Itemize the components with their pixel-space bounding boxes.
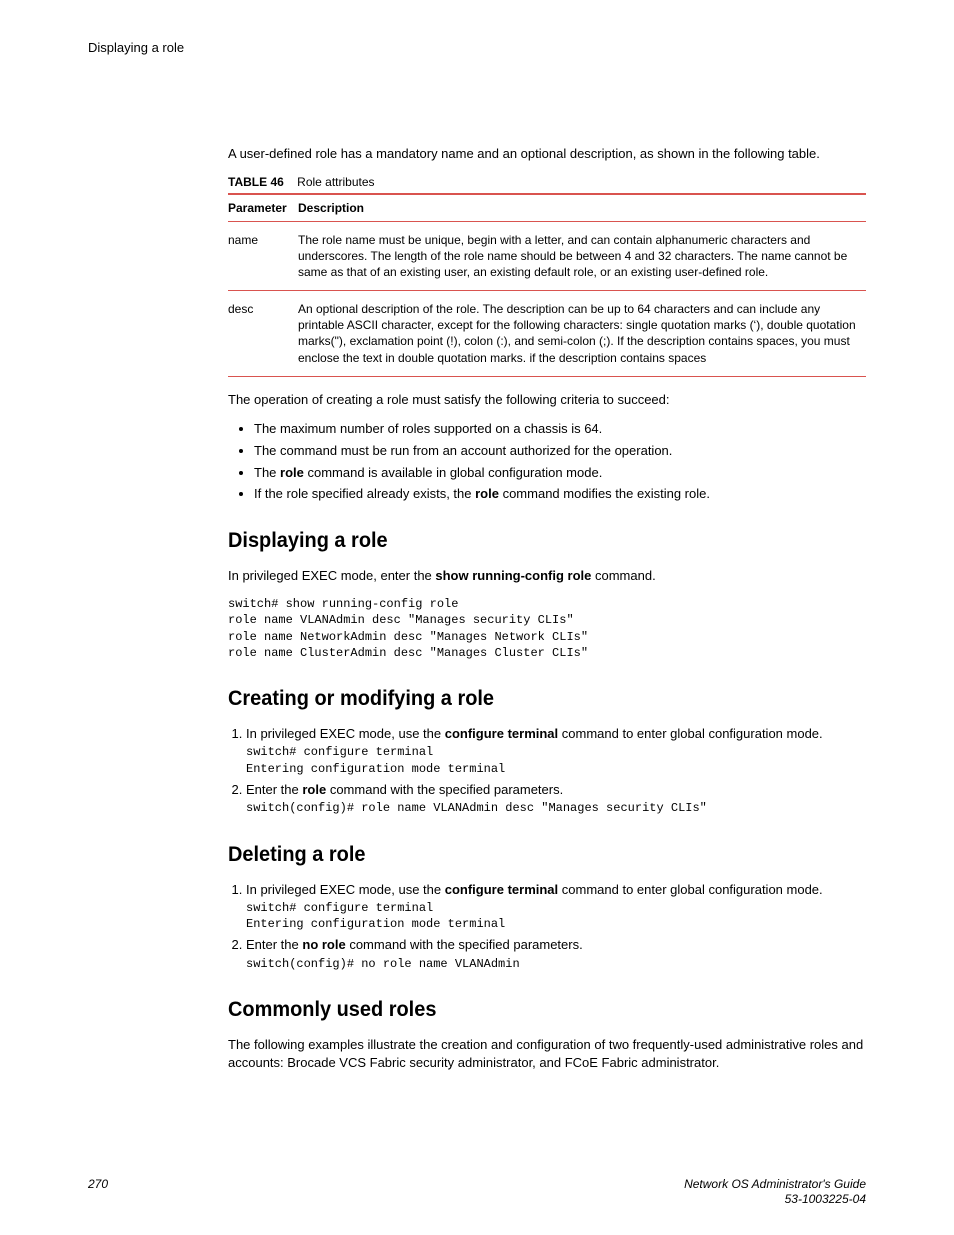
footer-guide: Network OS Administrator's Guide 53-1003… (684, 1177, 866, 1207)
list-item: The command must be run from an account … (254, 442, 866, 460)
table-cell-desc: The role name must be unique, begin with… (298, 221, 866, 291)
list-item: Enter the no role command with the speci… (246, 936, 866, 972)
page-number: 270 (88, 1177, 108, 1191)
table-header-description: Description (298, 194, 866, 222)
code-block: switch# show running-config role role na… (228, 596, 866, 661)
footer-guide-title: Network OS Administrator's Guide (684, 1177, 866, 1191)
footer-doc-number: 53-1003225-04 (785, 1192, 866, 1206)
page-header-label: Displaying a role (88, 40, 866, 55)
role-attributes-table: Parameter Description name The role name… (228, 193, 866, 377)
deleting-steps: In privileged EXEC mode, use the configu… (228, 881, 866, 973)
table-cell-param: name (228, 221, 298, 291)
code-block: switch(config)# role name VLANAdmin desc… (246, 800, 866, 816)
list-item: The maximum number of roles supported on… (254, 420, 866, 438)
code-block: switch# configure terminal Entering conf… (246, 744, 866, 776)
displaying-intro: In privileged EXEC mode, enter the show … (228, 567, 866, 585)
table-caption-label: TABLE 46 (228, 175, 284, 189)
intro-paragraph: A user-defined role has a mandatory name… (228, 145, 866, 163)
page-footer: 270 Network OS Administrator's Guide 53-… (88, 1177, 866, 1207)
page: Displaying a role A user-defined role ha… (0, 0, 954, 1235)
list-item: Enter the role command with the specifie… (246, 781, 866, 817)
table-header-parameter: Parameter (228, 194, 298, 222)
criteria-intro: The operation of creating a role must sa… (228, 391, 866, 409)
code-block: switch(config)# no role name VLANAdmin (246, 956, 866, 972)
table-caption-text: Role attributes (297, 175, 374, 189)
list-item: In privileged EXEC mode, use the configu… (246, 881, 866, 933)
list-item: If the role specified already exists, th… (254, 485, 866, 503)
heading-creating-role: Creating or modifying a role (228, 687, 834, 711)
heading-commonly-used-roles: Commonly used roles (228, 998, 834, 1022)
table-caption: TABLE 46 Role attributes (228, 175, 866, 189)
commonly-used-intro: The following examples illustrate the cr… (228, 1036, 866, 1071)
creating-steps: In privileged EXEC mode, use the configu… (228, 725, 866, 817)
table-cell-param: desc (228, 291, 298, 377)
page-content: A user-defined role has a mandatory name… (228, 145, 866, 1071)
table-row: desc An optional description of the role… (228, 291, 866, 377)
criteria-list: The maximum number of roles supported on… (228, 420, 866, 502)
list-item: In privileged EXEC mode, use the configu… (246, 725, 866, 777)
table-row: name The role name must be unique, begin… (228, 221, 866, 291)
heading-deleting-role: Deleting a role (228, 843, 834, 867)
heading-displaying-role: Displaying a role (228, 529, 834, 553)
code-block: switch# configure terminal Entering conf… (246, 900, 866, 932)
list-item: The role command is available in global … (254, 464, 866, 482)
table-cell-desc: An optional description of the role. The… (298, 291, 866, 377)
